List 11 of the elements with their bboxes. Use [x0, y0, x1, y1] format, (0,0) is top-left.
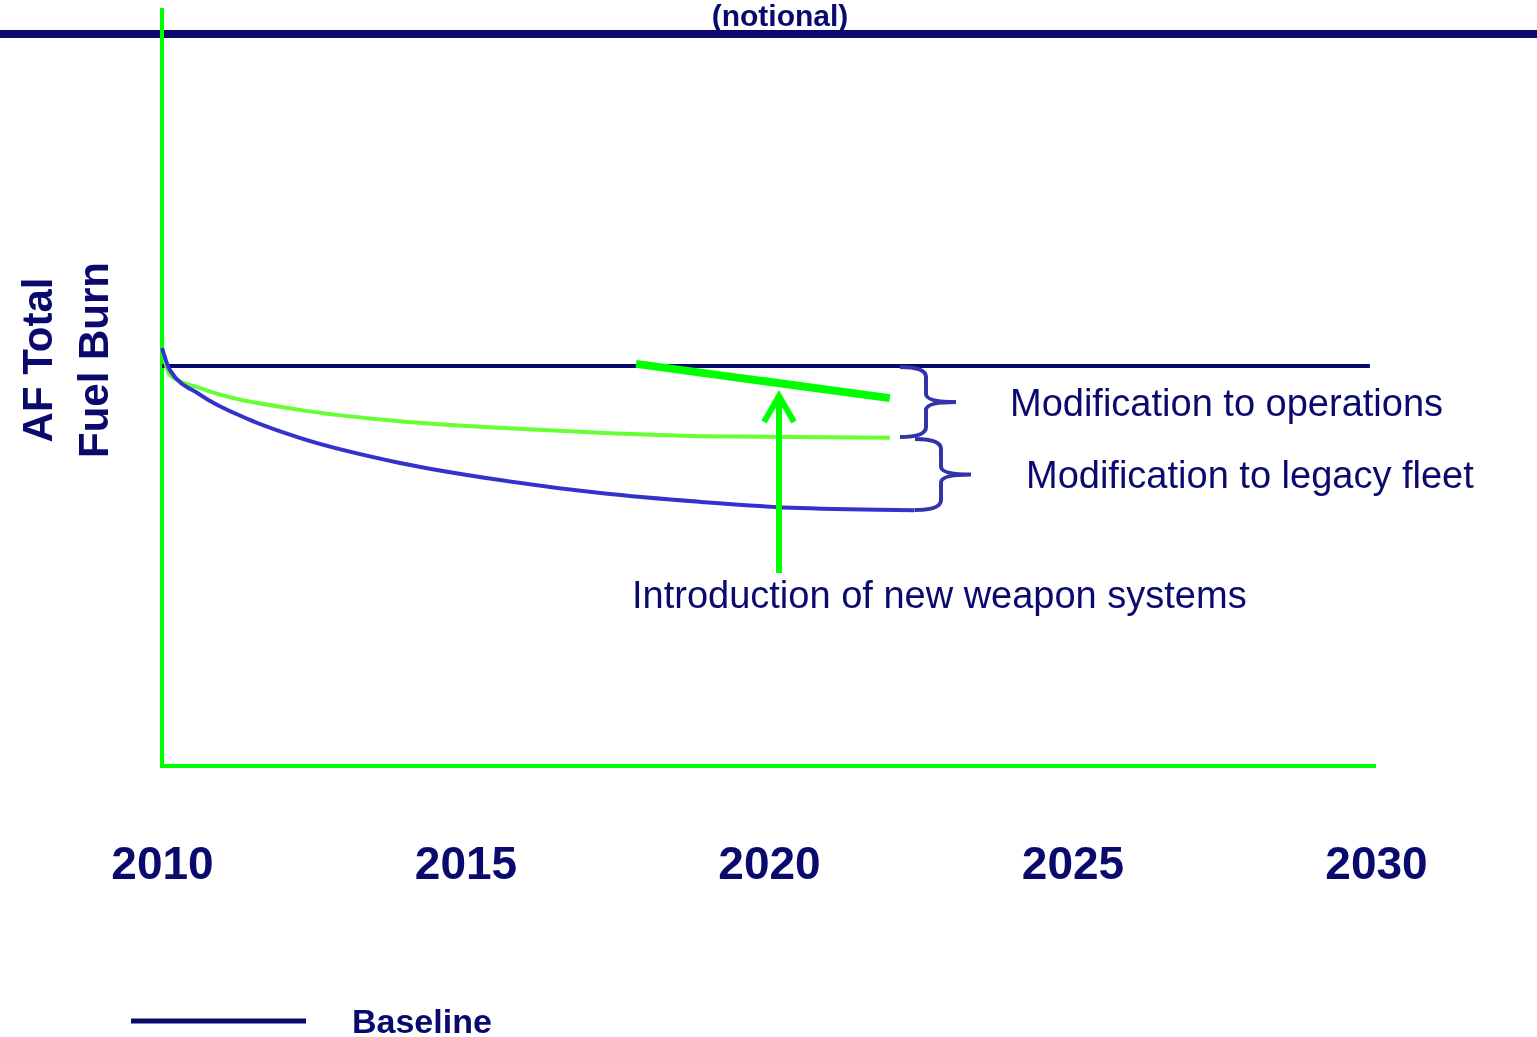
x-tick-label: 2025: [1021, 836, 1125, 889]
annotation: Introduction of new weapon systems: [632, 574, 1247, 616]
y-axis-title: AF Total Fuel Burn: [14, 262, 117, 458]
text: Baseline: [352, 1002, 492, 1037]
annotation: Modification to legacy fleet: [1026, 454, 1475, 496]
x-tick-label: 2015: [414, 836, 518, 889]
x-tick-label: 2020: [718, 836, 821, 889]
x-tick-label: 2010: [111, 836, 214, 889]
chart-title: (notional): [711, 0, 849, 32]
annotation: Modification to operations: [1010, 382, 1444, 424]
x-tick-label: 2030: [1325, 836, 1428, 889]
